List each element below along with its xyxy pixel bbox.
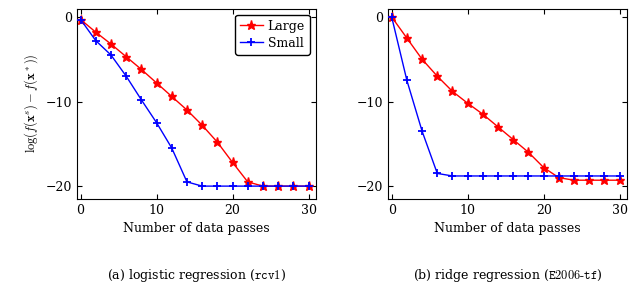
Small <box>419 130 426 133</box>
Small <box>289 184 297 188</box>
Small <box>107 53 115 57</box>
Line: Large: Large <box>76 15 313 191</box>
Small <box>183 180 191 183</box>
Small <box>77 18 84 21</box>
Small <box>138 98 145 102</box>
Large <box>244 180 252 183</box>
Large <box>153 81 161 85</box>
Small <box>305 184 312 188</box>
Large <box>122 55 130 59</box>
Small <box>555 174 563 178</box>
Small <box>570 174 578 178</box>
Small <box>92 39 100 42</box>
Legend: Large, Small: Large, Small <box>235 15 310 55</box>
Large <box>77 18 84 21</box>
Large <box>92 30 100 34</box>
Large <box>600 178 608 182</box>
Line: Small: Small <box>76 15 313 190</box>
Large <box>449 90 456 93</box>
Text: (a) logistic regression ($\mathtt{rcv1}$): (a) logistic regression ($\mathtt{rcv1}$… <box>107 267 286 284</box>
Small <box>616 174 623 178</box>
Small <box>244 184 252 188</box>
Large <box>214 140 221 144</box>
Large <box>138 68 145 71</box>
Large <box>419 58 426 61</box>
Small <box>525 174 532 178</box>
Small <box>586 174 593 178</box>
Large <box>403 36 411 40</box>
Large <box>479 112 486 116</box>
Small <box>449 174 456 178</box>
Small <box>214 184 221 188</box>
Large <box>570 178 578 182</box>
Small <box>600 174 608 178</box>
Line: Large: Large <box>387 12 624 185</box>
Y-axis label: $\log(f(\mathbf{x}^s) - f(\mathbf{x}^*))$: $\log(f(\mathbf{x}^s) - f(\mathbf{x}^*))… <box>22 54 40 153</box>
Small <box>509 174 517 178</box>
Large <box>183 108 191 112</box>
Large <box>586 178 593 182</box>
Large <box>616 178 623 182</box>
Large <box>525 151 532 154</box>
Small <box>479 174 486 178</box>
Large <box>259 184 267 188</box>
Small <box>403 79 411 82</box>
Small <box>464 174 472 178</box>
X-axis label: Number of data passes: Number of data passes <box>434 222 581 235</box>
X-axis label: Number of data passes: Number of data passes <box>123 222 270 235</box>
Line: Small: Small <box>388 13 624 180</box>
Small <box>275 184 282 188</box>
Small <box>228 184 236 188</box>
Small <box>259 184 267 188</box>
Large <box>540 166 547 169</box>
Large <box>494 125 502 129</box>
Small <box>388 15 396 19</box>
Large <box>198 124 206 127</box>
Small <box>540 174 547 178</box>
Small <box>153 121 161 124</box>
Small <box>433 172 441 175</box>
Large <box>305 184 312 188</box>
Large <box>289 184 297 188</box>
Large <box>509 138 517 141</box>
Large <box>388 15 396 19</box>
Large <box>168 95 175 98</box>
Large <box>107 42 115 46</box>
Large <box>228 161 236 164</box>
Small <box>198 184 206 188</box>
Text: (b) ridge regression ($\mathtt{E2006\text{-}tf}$): (b) ridge regression ($\mathtt{E2006\tex… <box>413 267 602 284</box>
Small <box>168 146 175 150</box>
Small <box>122 74 130 78</box>
Large <box>433 74 441 78</box>
Large <box>555 176 563 179</box>
Large <box>275 184 282 188</box>
Small <box>494 174 502 178</box>
Large <box>464 102 472 105</box>
